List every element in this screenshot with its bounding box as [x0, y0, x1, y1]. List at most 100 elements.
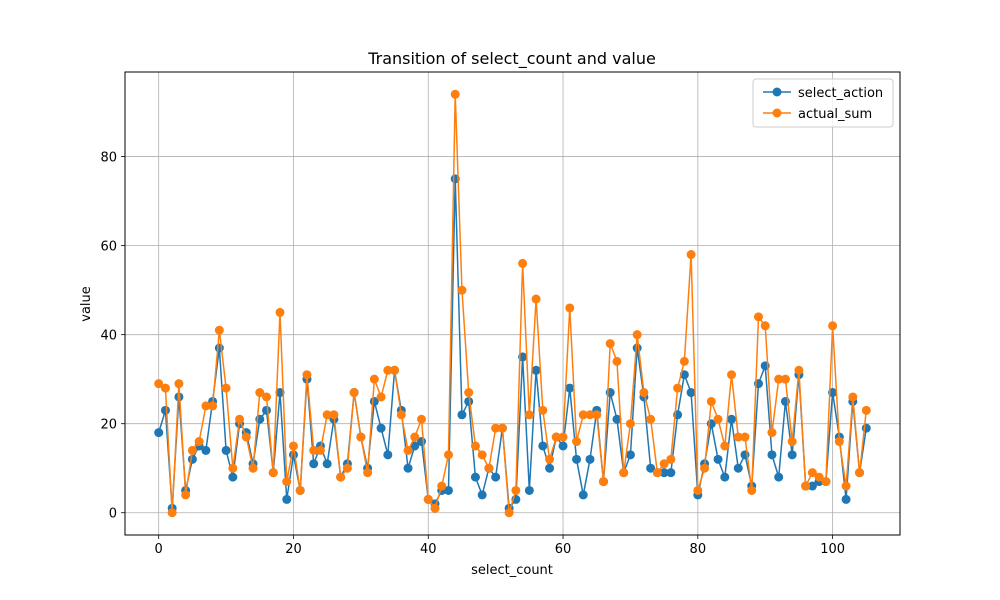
grid [125, 72, 900, 535]
data-point [194, 437, 204, 447]
data-point [336, 472, 346, 482]
x-tick-label: 40 [420, 542, 437, 557]
data-point [282, 477, 292, 487]
data-point [295, 485, 305, 495]
data-point [531, 365, 541, 375]
data-point [592, 410, 602, 420]
data-point [774, 472, 784, 482]
legend-label: select_action [798, 86, 883, 101]
data-point [632, 330, 642, 340]
data-point [396, 410, 406, 420]
data-point [477, 450, 487, 460]
data-point [201, 401, 211, 411]
x-tick-label: 0 [155, 542, 163, 557]
data-point [309, 445, 319, 455]
data-point [841, 481, 851, 491]
data-point [747, 485, 757, 495]
data-point [376, 392, 386, 402]
data-point [551, 432, 561, 442]
data-point [585, 410, 595, 420]
data-point [720, 472, 730, 482]
data-point [450, 89, 460, 99]
data-point [491, 472, 501, 482]
series-actual_sum [154, 89, 871, 518]
data-point [208, 401, 218, 411]
data-point [248, 463, 258, 473]
data-point [787, 450, 797, 460]
ticks: 0 20 40 60 80 100 0 20 40 60 80 [100, 151, 845, 557]
data-point [821, 477, 831, 487]
data-point [221, 383, 231, 393]
y-tick-label: 80 [100, 151, 117, 166]
data-point [167, 508, 177, 518]
data-point [228, 463, 238, 473]
data-point [524, 485, 534, 495]
data-point [646, 463, 656, 473]
y-tick-label: 0 [109, 507, 117, 522]
data-point [861, 423, 871, 433]
y-tick-label: 20 [100, 418, 117, 433]
legend-item: actual_sum [763, 107, 872, 122]
y-axis-label: value [79, 286, 94, 322]
x-tick-label: 100 [820, 542, 845, 557]
data-point [545, 454, 555, 464]
data-point [214, 325, 224, 335]
data-point [410, 441, 420, 451]
data-point [538, 441, 548, 451]
x-tick-label: 80 [690, 542, 707, 557]
data-point [733, 432, 743, 442]
data-point [720, 441, 730, 451]
data-point [727, 370, 737, 380]
data-point [255, 388, 265, 398]
data-point [302, 370, 312, 380]
data-point [774, 374, 784, 384]
data-point [646, 414, 656, 424]
data-point [423, 494, 433, 504]
data-point [315, 445, 325, 455]
series-layer [154, 89, 871, 518]
data-point [464, 388, 474, 398]
data-point [659, 468, 669, 478]
data-point [659, 459, 669, 469]
plot-frame [124, 71, 901, 536]
data-point [693, 485, 703, 495]
data-point [477, 490, 487, 500]
data-point [322, 410, 332, 420]
data-point [767, 450, 777, 460]
x-axis-label: select_count [471, 563, 553, 578]
data-point [457, 285, 467, 295]
data-point [794, 365, 804, 375]
data-point [713, 454, 723, 464]
data-point [572, 454, 582, 464]
legend-box [752, 78, 894, 128]
data-point [518, 258, 528, 268]
data-point [383, 365, 393, 375]
data-point [201, 445, 211, 455]
data-point [484, 463, 494, 473]
data-point [309, 459, 319, 469]
data-point [565, 383, 575, 393]
y-tick-label: 40 [100, 329, 117, 344]
data-point [666, 468, 676, 478]
data-point [464, 396, 474, 406]
data-point [578, 490, 588, 500]
data-point [383, 450, 393, 460]
data-point [524, 410, 534, 420]
legend-label: actual_sum [798, 107, 872, 122]
data-point [221, 445, 231, 455]
data-point [780, 374, 790, 384]
data-point [545, 463, 555, 473]
data-point [612, 356, 622, 366]
data-point [713, 414, 723, 424]
data-point [349, 388, 359, 398]
data-point [329, 410, 339, 420]
legend-item: select_action [763, 86, 883, 101]
data-point [619, 468, 629, 478]
data-point [376, 423, 386, 433]
data-point [504, 508, 514, 518]
data-point [572, 437, 582, 447]
legend: select_action actual_sum [752, 78, 894, 128]
data-point [652, 468, 662, 478]
data-point [855, 468, 865, 478]
